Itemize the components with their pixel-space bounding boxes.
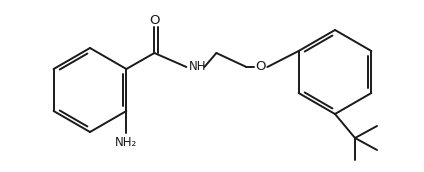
Text: O: O [149,13,159,26]
Text: O: O [255,61,265,73]
Text: NH: NH [190,61,207,73]
Text: NH₂: NH₂ [115,136,137,148]
